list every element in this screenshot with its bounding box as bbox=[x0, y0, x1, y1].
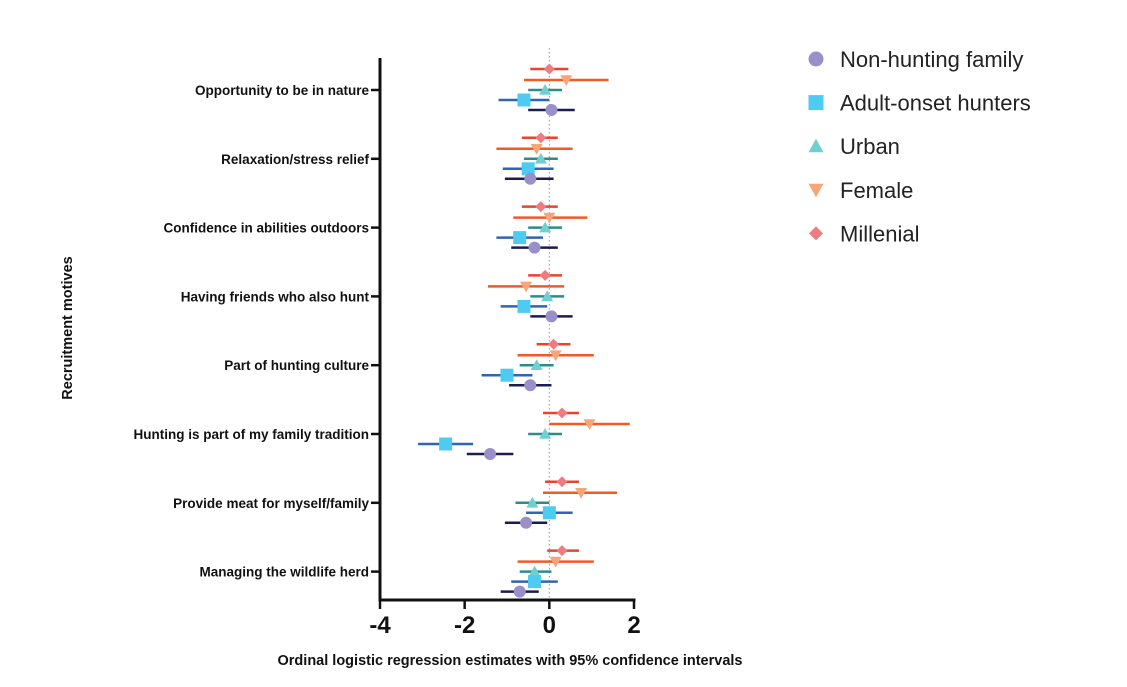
point-adult-onset-hunters bbox=[517, 299, 531, 313]
category-label: Hunting is part of my family tradition bbox=[133, 427, 369, 442]
point-female bbox=[583, 419, 596, 430]
point-adult-onset-hunters bbox=[517, 93, 531, 107]
point-millenial bbox=[556, 476, 568, 488]
point-millenial bbox=[556, 407, 568, 419]
point-millenial bbox=[535, 132, 547, 144]
point-urban bbox=[534, 152, 547, 164]
x-axis-title: Ordinal logistic regression estimates wi… bbox=[278, 653, 743, 669]
point-adult-onset-hunters bbox=[542, 506, 556, 520]
point-non-hunting-family bbox=[524, 172, 537, 185]
point-non-hunting-family bbox=[524, 379, 537, 392]
point-non-hunting-family bbox=[528, 241, 541, 254]
series-layer bbox=[418, 63, 630, 598]
point-urban bbox=[526, 496, 539, 508]
legend-label: Non-hunting family bbox=[840, 47, 1023, 72]
point-urban bbox=[539, 84, 552, 95]
point-female bbox=[560, 75, 573, 86]
point-millenial bbox=[539, 269, 551, 281]
point-millenial bbox=[548, 338, 560, 350]
point-millenial bbox=[543, 63, 555, 75]
point-adult-onset-hunters bbox=[521, 162, 535, 176]
x-tick-label: -2 bbox=[454, 612, 475, 639]
category-label: Opportunity to be in nature bbox=[195, 83, 369, 98]
legend-item-female: Female bbox=[808, 178, 913, 203]
point-non-hunting-family bbox=[484, 448, 497, 460]
legend-label: Millenial bbox=[840, 221, 919, 246]
point-non-hunting-family bbox=[545, 310, 558, 323]
series-non-hunting-family bbox=[466, 104, 575, 598]
point-urban bbox=[539, 428, 552, 439]
series-millenial bbox=[521, 63, 579, 557]
point-urban bbox=[530, 359, 543, 370]
point-non-hunting-family bbox=[513, 585, 526, 598]
x-tick-label: -4 bbox=[369, 612, 391, 639]
point-non-hunting-family bbox=[520, 516, 533, 529]
legend: Non-hunting family Adult-onset hunters Urb… bbox=[808, 47, 1031, 246]
point-adult-onset-hunters bbox=[439, 437, 453, 451]
legend-marker-non-hunting-family bbox=[808, 51, 824, 67]
point-female bbox=[520, 281, 533, 293]
category-label: Provide meat for myself/family bbox=[173, 496, 369, 511]
point-urban bbox=[541, 290, 554, 302]
point-urban bbox=[528, 565, 541, 577]
legend-marker-urban bbox=[808, 138, 824, 153]
point-female bbox=[549, 556, 562, 568]
point-adult-onset-hunters bbox=[513, 231, 527, 245]
point-adult-onset-hunters bbox=[528, 575, 542, 589]
x-tick-labels: -4 -2 0 2 bbox=[369, 612, 640, 639]
series-urban bbox=[515, 84, 565, 577]
legend-item-urban: Urban bbox=[808, 134, 900, 159]
category-label: Relaxation/stress relief bbox=[221, 152, 369, 167]
legend-label: Adult-onset hunters bbox=[840, 91, 1031, 116]
point-adult-onset-hunters bbox=[500, 368, 514, 382]
legend-item-non-hunting-family: Non-hunting family bbox=[808, 47, 1023, 72]
point-female bbox=[543, 212, 556, 224]
legend-item-adult-onset-hunters: Adult-onset hunters bbox=[808, 91, 1031, 116]
point-millenial bbox=[556, 545, 568, 557]
point-female bbox=[530, 144, 543, 155]
x-tick-label: 0 bbox=[543, 612, 556, 639]
y-axis-title: Recruitment motives bbox=[60, 256, 76, 399]
category-label: Managing the wildlife herd bbox=[199, 565, 369, 580]
legend-marker-adult-onset-hunters bbox=[808, 95, 824, 111]
point-female bbox=[575, 488, 588, 499]
point-female bbox=[549, 350, 562, 362]
point-millenial bbox=[535, 201, 547, 213]
legend-label: Female bbox=[840, 178, 913, 203]
point-urban bbox=[539, 221, 552, 233]
category-label: Part of hunting culture bbox=[224, 358, 369, 373]
category-label: Confidence in abilities outdoors bbox=[163, 221, 369, 236]
category-labels: Opportunity to be in nature Relaxation/st… bbox=[133, 83, 369, 580]
axis-layer bbox=[371, 58, 636, 609]
legend-item-millenial: Millenial bbox=[809, 221, 919, 246]
category-label: Having friends who also hunt bbox=[181, 289, 370, 304]
legend-marker-millenial bbox=[809, 226, 823, 241]
x-tick-label: 2 bbox=[627, 612, 640, 639]
legend-label: Urban bbox=[840, 134, 900, 159]
series-adult-onset-hunters bbox=[418, 93, 573, 589]
series-female bbox=[487, 75, 630, 568]
point-non-hunting-family bbox=[545, 104, 558, 116]
legend-marker-female bbox=[808, 183, 824, 198]
